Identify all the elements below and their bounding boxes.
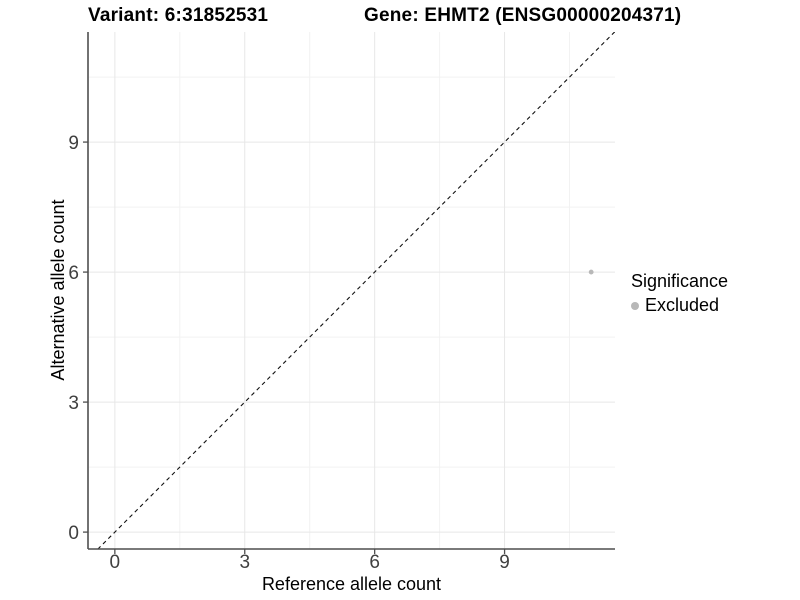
y-axis-title: Alternative allele count: [48, 199, 68, 381]
x-tick-label: 0: [110, 552, 121, 573]
legend-item-excluded: Excluded: [631, 295, 728, 316]
legend-title: Significance: [631, 271, 729, 291]
legend-point-icon: [631, 301, 639, 310]
y-tick-label: 6: [68, 263, 79, 284]
x-tick-label: 6: [369, 552, 380, 573]
y-tick-label: 9: [68, 133, 79, 154]
identity-dashed-line: [97, 32, 615, 549]
plot-title-variant: Variant: 6:31852531: [88, 5, 269, 26]
y-tick-label: 3: [68, 393, 79, 414]
legend: Significance Excluded: [631, 271, 728, 316]
data-point: [588, 269, 594, 275]
plot-title-gene: Gene: EHMT2 (ENSG00000204371): [364, 5, 682, 26]
x-tick-label: 9: [499, 552, 510, 573]
x-tick-label: 3: [239, 552, 250, 573]
x-axis-title: Reference allele count: [261, 574, 442, 594]
legend-item-label: Excluded: [645, 295, 720, 315]
y-tick-label: 0: [68, 523, 79, 544]
